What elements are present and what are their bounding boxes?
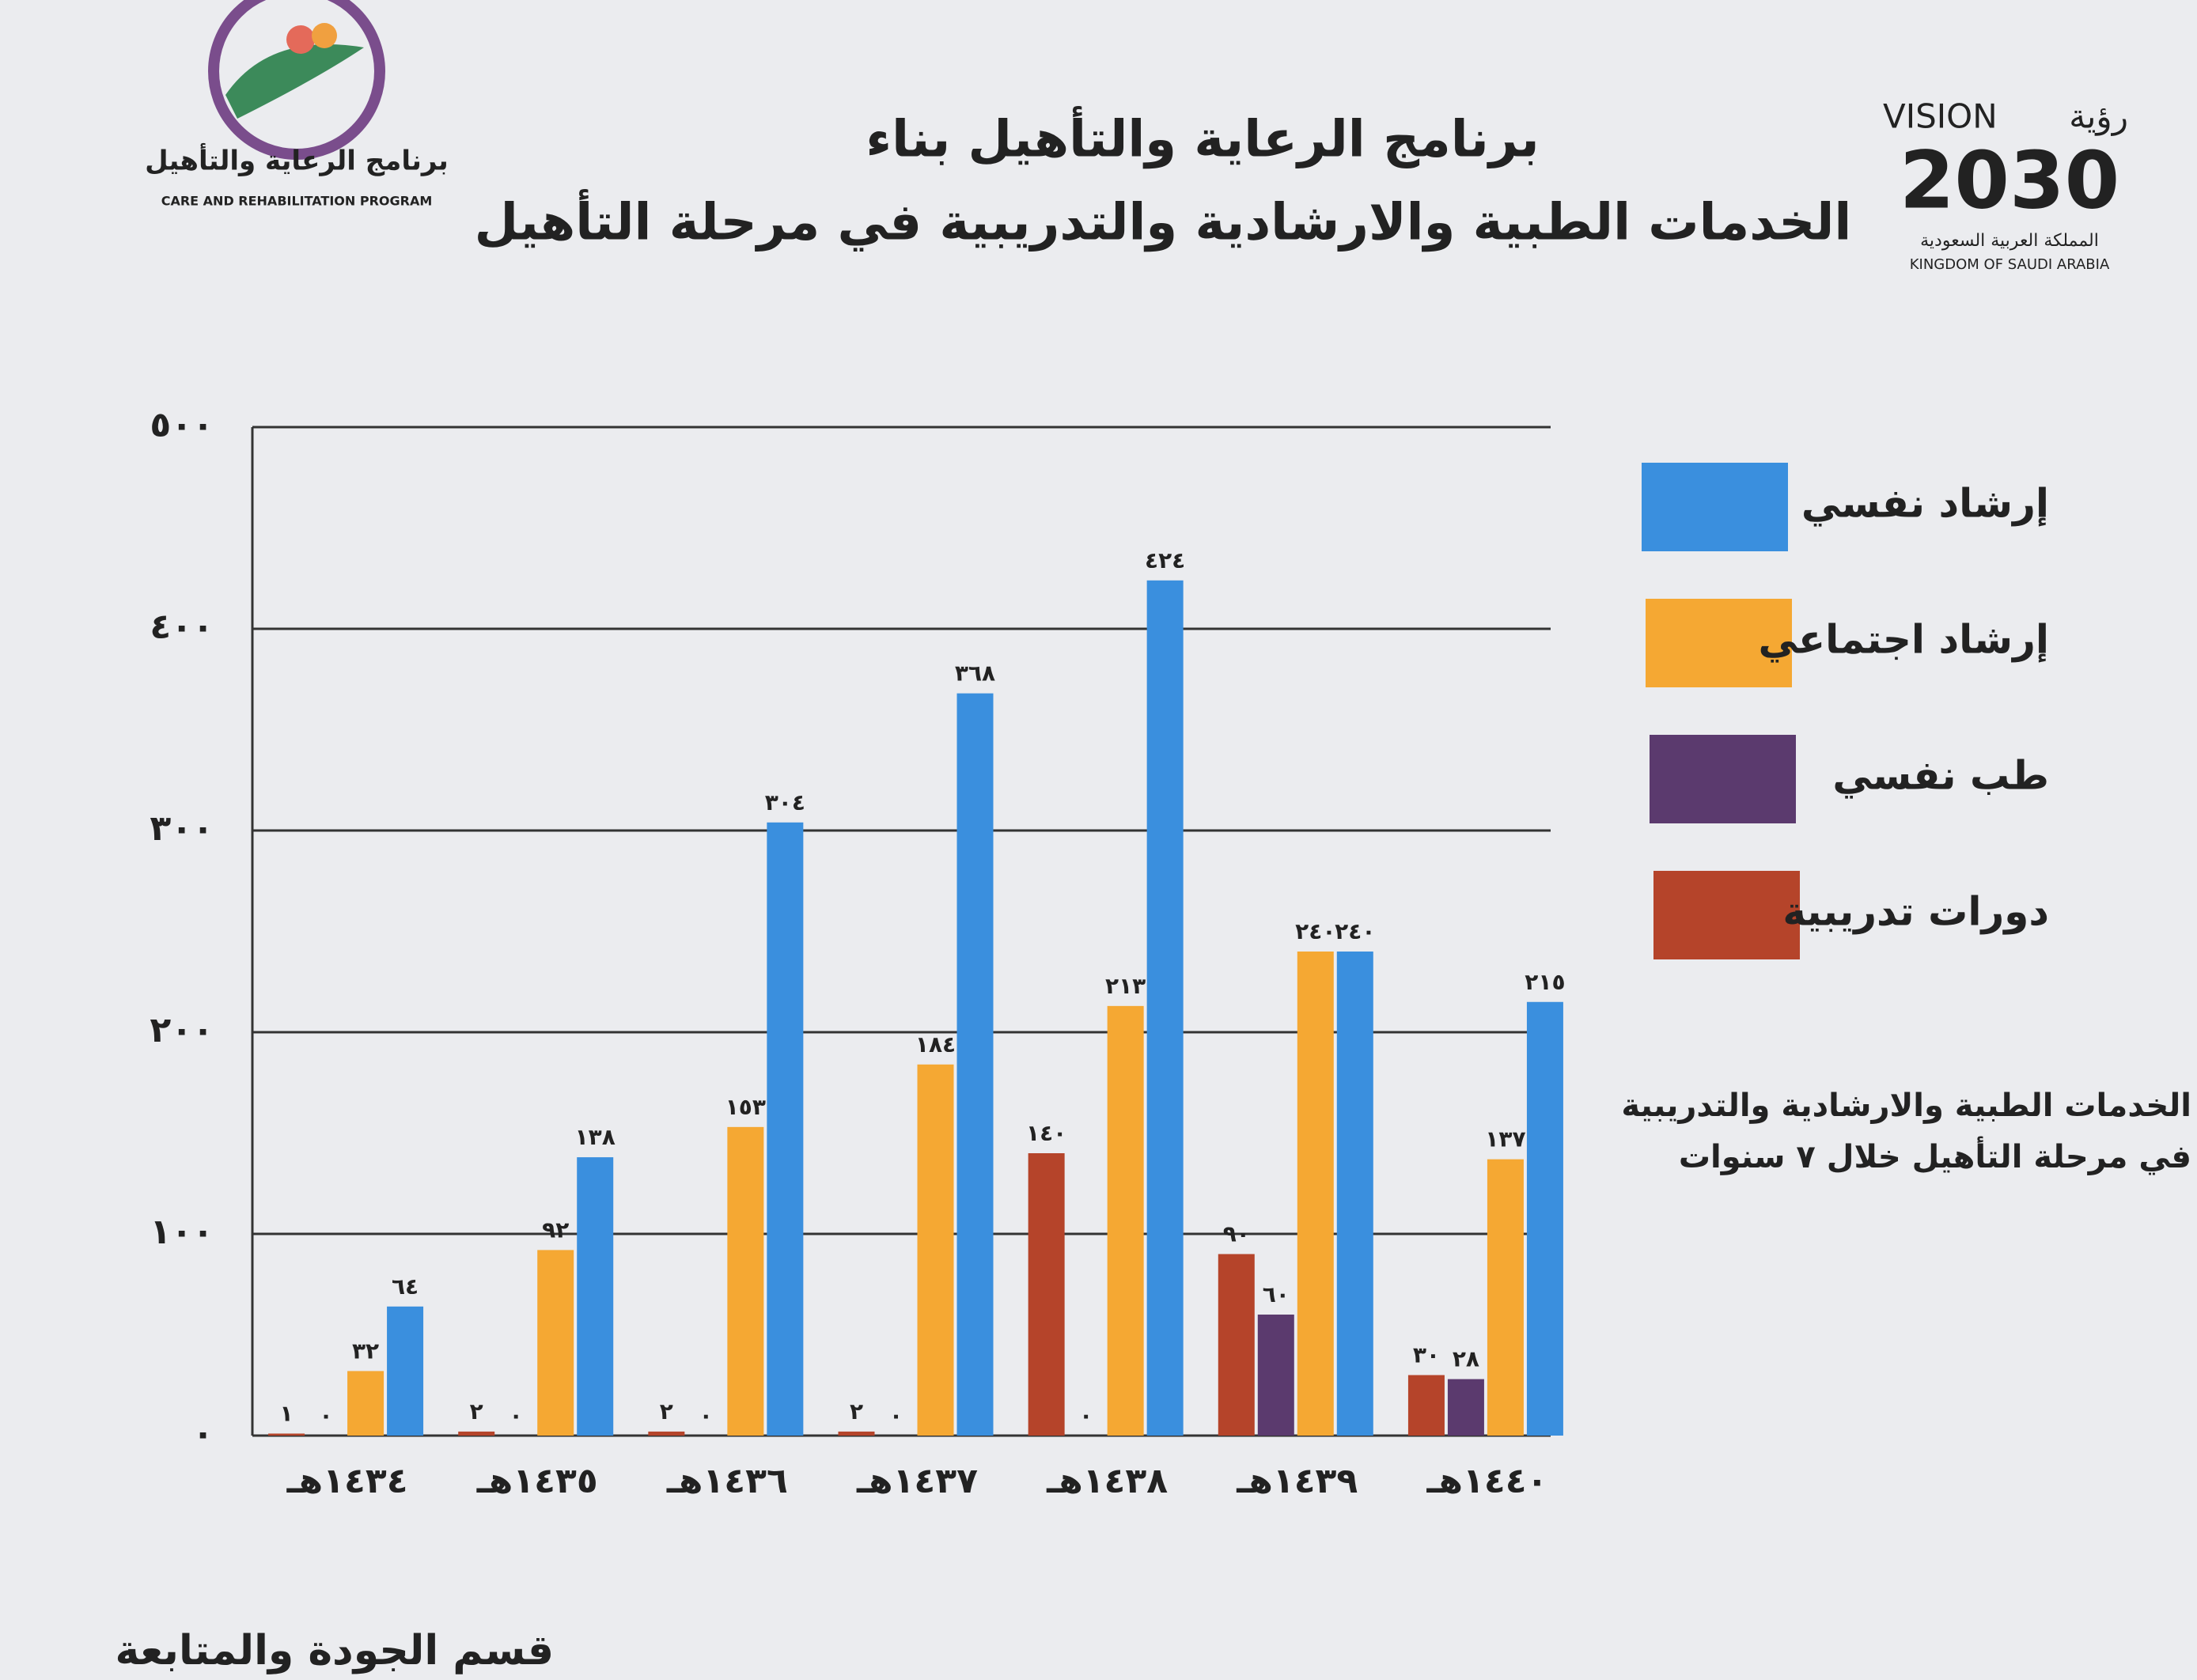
- y-tick-label: ٤٠٠: [150, 607, 214, 647]
- value-label: ٢١٣: [1105, 973, 1146, 999]
- bar: [1297, 952, 1334, 1436]
- bar: [387, 1306, 424, 1436]
- kingdom-en: KINGDOM OF SAUDI ARABIA: [1910, 256, 2110, 273]
- x-tick-label: ١٤٣٥هـ: [476, 1461, 598, 1501]
- bar: [1407, 1375, 1445, 1436]
- value-label: ٣٠: [1413, 1342, 1440, 1368]
- bar: [1218, 1254, 1255, 1436]
- value-label: ٢: [850, 1398, 863, 1425]
- x-tick-label: ١٤٣٨هـ: [1046, 1461, 1168, 1501]
- bar: [648, 1431, 685, 1436]
- legend-label: إرشاد اجتماعي: [1758, 617, 2049, 664]
- x-tick-label: ١٤٤٠هـ: [1426, 1461, 1547, 1501]
- value-label: ٠: [1079, 1402, 1093, 1428]
- bar: [767, 822, 804, 1436]
- value-label: ٠: [699, 1402, 713, 1428]
- annotation: الخدمات الطبية والارشادية والتدريبية: [1621, 1088, 2191, 1124]
- logo-hand: [225, 44, 364, 119]
- vision-en: VISION: [1883, 97, 1998, 136]
- value-label: ٩٢: [542, 1216, 569, 1243]
- footer: قسم الجودة والمتابعة: [116, 1627, 554, 1674]
- bar: [956, 693, 994, 1436]
- value-label: ٢: [660, 1398, 673, 1425]
- legend-swatch: [1642, 463, 1788, 551]
- value-label: ٢١٥: [1525, 969, 1565, 995]
- value-label: ٠: [509, 1402, 523, 1428]
- value-label: ٠: [889, 1402, 903, 1428]
- bar: [1526, 1001, 1563, 1436]
- value-label: ١: [280, 1400, 294, 1426]
- x-tick-label: ١٤٣٦هـ: [666, 1461, 788, 1501]
- bar: [1257, 1315, 1294, 1436]
- x-tick-label: ١٤٣٤هـ: [286, 1461, 408, 1501]
- y-tick-label: ٠: [192, 1413, 214, 1454]
- value-label: ١٨٤: [915, 1031, 956, 1058]
- bar: [347, 1371, 384, 1436]
- value-label: ٢٤٠: [1295, 918, 1335, 944]
- logo-figure: [286, 25, 315, 54]
- value-label: ٣٠٤: [765, 789, 805, 815]
- bar: [268, 1433, 305, 1436]
- value-label: ٣٦٨: [955, 660, 995, 687]
- bar: [1146, 580, 1184, 1436]
- bar: [1028, 1153, 1065, 1436]
- legend-swatch: [1653, 871, 1800, 959]
- legend-swatch: [1646, 599, 1792, 687]
- bar: [537, 1250, 574, 1436]
- legend-label: إرشاد نفسي: [1801, 481, 2049, 528]
- bar: [1487, 1159, 1524, 1436]
- bar: [838, 1431, 875, 1436]
- legend-label: دورات تدريبية: [1782, 889, 2049, 936]
- y-tick-label: ٢٠٠: [150, 1010, 214, 1050]
- logo-figure: [312, 23, 337, 48]
- y-tick-label: ١٠٠: [150, 1212, 214, 1252]
- bar: [1336, 952, 1373, 1436]
- value-label: ٦٠: [1263, 1281, 1290, 1307]
- bar: [917, 1064, 954, 1436]
- bar: [577, 1157, 614, 1436]
- value-label: ١٤٠: [1026, 1120, 1066, 1146]
- logo-ring: [208, 0, 385, 160]
- y-tick-label: ٣٠٠: [150, 808, 214, 849]
- value-label: ١٥٣: [725, 1094, 766, 1120]
- program-name-ar: برنامج الرعاية والتأهيل: [145, 143, 449, 177]
- value-label: ١٣٨: [575, 1124, 616, 1150]
- y-tick-label: ٥٠٠: [150, 405, 214, 445]
- value-label: ٠: [320, 1402, 333, 1428]
- bar: [458, 1431, 495, 1436]
- value-label: ٣٢: [352, 1338, 379, 1364]
- kingdom-ar: المملكة العربية السعودية: [1920, 231, 2099, 251]
- bar: [1447, 1379, 1484, 1436]
- value-label: ٢٤٠: [1335, 918, 1375, 944]
- chart-subtitle: الخدمات الطبية والارشادية والتدريبية في …: [475, 189, 1852, 252]
- program-name-en: CARE AND REHABILITATION PROGRAM: [161, 194, 433, 209]
- value-label: ٤٢٤: [1145, 547, 1185, 573]
- value-label: ٢٨: [1453, 1346, 1479, 1372]
- value-label: ١٣٧: [1485, 1126, 1525, 1152]
- bar: [1107, 1005, 1144, 1436]
- value-label: ٢: [470, 1398, 483, 1425]
- vision-year: 2030: [1900, 134, 2119, 226]
- chart-title: برنامج الرعاية والتأهيل بناء: [866, 106, 1539, 169]
- value-label: ٩٠: [1223, 1221, 1250, 1247]
- bar: [727, 1126, 764, 1436]
- legend-label: طب نفسي: [1832, 753, 2049, 799]
- legend-swatch: [1650, 735, 1796, 823]
- x-tick-label: ١٤٣٧هـ: [856, 1461, 978, 1501]
- value-label: ٦٤: [392, 1273, 419, 1300]
- vision-ar: رؤية: [2069, 97, 2128, 136]
- annotation: في مرحلة التأهيل خلال ٧ سنوات: [1679, 1136, 2191, 1175]
- x-tick-label: ١٤٣٩هـ: [1236, 1461, 1358, 1501]
